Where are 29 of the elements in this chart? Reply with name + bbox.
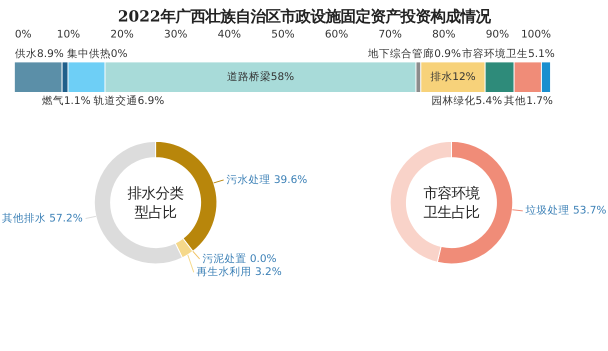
text: 其他1.7% [504, 95, 553, 108]
x-tick-label: 60% [324, 28, 348, 40]
x-tick-label: 30% [164, 28, 188, 40]
x-tick-label: 70% [378, 28, 402, 40]
slice-label: 其他排水 57.2% [2, 211, 83, 224]
text: 园林绿化5.4% [431, 95, 502, 108]
text: 地下综合管廊0.9% [368, 48, 461, 60]
text: 集中供热0% [66, 48, 128, 60]
chart-title: 2022年广西壮族自治区市政设施固定资产投资构成情况 [118, 8, 492, 26]
x-tick-label: 0% [14, 28, 32, 40]
text: 轨道交通6.9% [94, 95, 164, 108]
x-tick-label: 80% [432, 28, 456, 40]
x-tick-label: 100% [520, 28, 552, 40]
x-tick-label: 20% [110, 28, 134, 40]
text: 排水分类型占比 [128, 186, 184, 221]
text: 燃气1.1% [42, 95, 91, 108]
slice-label: 垃圾处理 53.7% [524, 204, 606, 217]
legend-label: 污泥处置 0.0% [202, 252, 277, 265]
slice-label: 污水处理 39.6% [226, 172, 308, 186]
text: 市容环境卫生5.1% [462, 48, 555, 60]
text: 市容环境卫生占比 [423, 186, 480, 221]
x-tick-label: 40% [218, 28, 242, 40]
x-tick-label: 90% [486, 28, 510, 40]
x-tick-label: 50% [271, 28, 295, 40]
text: 道路桥梁58% [226, 71, 294, 84]
text: 供水8.9% [15, 48, 64, 60]
slice-label: 再生水利用 3.2% [196, 265, 282, 278]
x-tick-label: 10% [56, 28, 80, 40]
text: 排水12% [430, 71, 476, 84]
